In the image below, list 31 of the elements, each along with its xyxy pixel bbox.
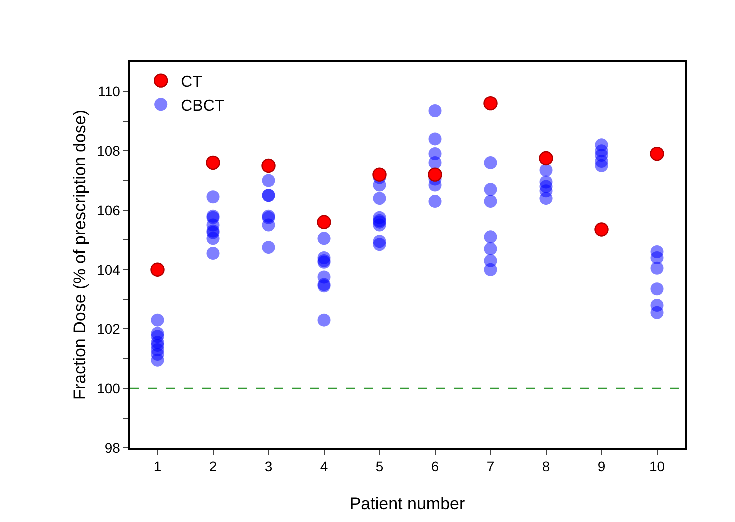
- point: [317, 215, 332, 230]
- legend-label: CBCT: [181, 98, 225, 115]
- x-tick-label: 8: [542, 458, 550, 475]
- x-tick-label: 3: [264, 458, 273, 475]
- y-tick-label: 106: [97, 202, 121, 218]
- x-tick-label: 1: [154, 458, 162, 475]
- point: [206, 156, 220, 170]
- x-tick-label: 9: [598, 458, 606, 475]
- y-tick-label: 100: [97, 380, 121, 397]
- x-tick-label: 6: [431, 458, 440, 475]
- y-tick-label: 110: [98, 84, 121, 100]
- y-tick-label: 104: [97, 262, 121, 278]
- x-tick-label: 5: [376, 458, 384, 475]
- legend-label: CT: [181, 74, 203, 92]
- x-tick-label: 10: [649, 458, 666, 475]
- y-tick-label: 102: [97, 321, 121, 338]
- point: [539, 151, 554, 166]
- x-tick-label: 2: [209, 458, 218, 475]
- y-tick-label: 98: [104, 440, 121, 456]
- point: [650, 146, 664, 162]
- y-tick-label: 108: [97, 142, 121, 159]
- point: [484, 96, 498, 111]
- x-axis-title: Patient number: [350, 494, 466, 514]
- point: [262, 158, 276, 174]
- point: [372, 168, 387, 182]
- y-axis-title: Fraction Dose (% of prescription dose): [70, 110, 90, 400]
- point: [150, 262, 165, 277]
- point: [428, 168, 442, 182]
- point: [594, 222, 609, 237]
- x-tick-label: 4: [320, 458, 328, 475]
- x-tick-label: 7: [486, 458, 495, 475]
